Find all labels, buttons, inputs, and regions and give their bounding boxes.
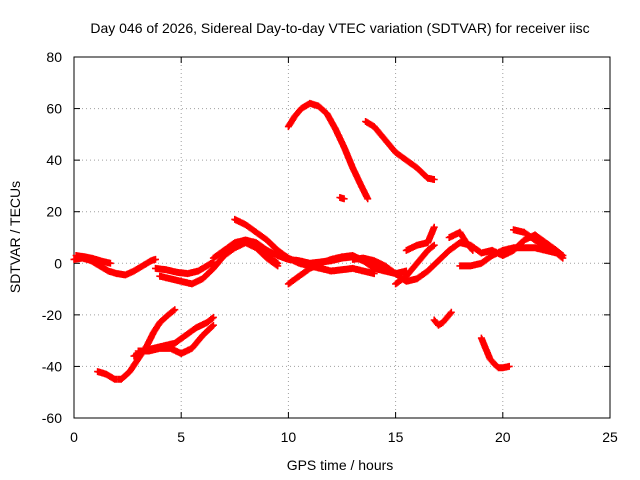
series-track-b	[72, 252, 114, 267]
series-track-u	[430, 308, 455, 329]
marker-track	[284, 99, 372, 203]
x-axis: 0 5 10 15 20 25	[70, 57, 618, 445]
x-tick-label: 20	[495, 429, 511, 445]
y-tick-label: 60	[46, 101, 62, 117]
x-tick-label: 15	[388, 429, 404, 445]
series-track-t	[336, 194, 348, 203]
series-track-r	[284, 99, 372, 203]
marker-track	[336, 194, 348, 203]
series-track-e	[231, 215, 378, 278]
x-tick-label: 10	[281, 429, 297, 445]
marker-track	[510, 226, 567, 262]
marker-track	[134, 321, 217, 357]
x-axis-label: GPS time / hours	[287, 457, 394, 473]
y-axis: -60 -40 -20 0 20 40 60 80	[42, 49, 610, 426]
y-tick-label: -60	[42, 410, 62, 426]
grid	[74, 57, 610, 418]
series-track-m	[445, 228, 477, 254]
y-tick-label: 40	[46, 152, 62, 168]
marker-track	[362, 118, 438, 183]
y-tick-label: 80	[46, 49, 62, 65]
data-marks	[70, 99, 567, 383]
marker-track	[72, 252, 114, 267]
marker-track	[430, 308, 455, 329]
marker-track	[156, 236, 378, 288]
y-tick-label: 0	[54, 255, 62, 271]
y-tick-label: -20	[42, 307, 62, 323]
marker-track	[231, 215, 378, 278]
y-axis-label: SDTVAR / TECUs	[7, 181, 23, 293]
x-tick-label: 25	[602, 429, 618, 445]
marker-track	[445, 228, 477, 254]
marker-track	[392, 241, 438, 288]
marker-track	[477, 334, 513, 372]
x-tick-label: 5	[177, 429, 185, 445]
series-track-n	[510, 226, 567, 262]
chart-title: Day 046 of 2026, Sidereal Day-to-day VTE…	[90, 20, 589, 36]
plot-frame	[73, 56, 611, 419]
series-track-k	[402, 223, 438, 254]
x-tick-label: 0	[70, 429, 78, 445]
marker-track	[220, 239, 282, 270]
series-track-v	[477, 334, 513, 372]
series-track-j	[392, 241, 438, 288]
marker-track	[402, 223, 438, 254]
series-track-g	[220, 239, 282, 270]
marker-track	[152, 258, 217, 278]
series-track-d	[156, 236, 378, 288]
y-tick-label: 20	[46, 204, 62, 220]
series-track-s	[362, 118, 438, 183]
series-track-c	[152, 258, 217, 278]
series-track-q	[134, 321, 217, 357]
y-tick-label: -40	[42, 358, 62, 374]
